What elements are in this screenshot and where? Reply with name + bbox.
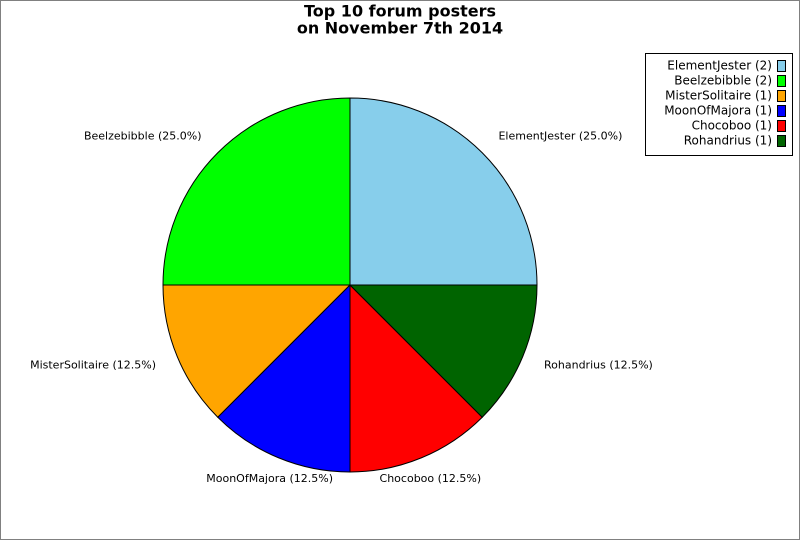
pie-slice: [217, 283, 351, 473]
legend-label: MisterSolitaire (1): [665, 89, 772, 103]
legend-label: MoonOfMajora (1): [664, 104, 772, 118]
legend-swatch: [777, 60, 786, 72]
chart-subtitle: on November 7th 2014: [297, 19, 503, 38]
chart-title: Top 10 forum posters: [304, 2, 496, 21]
pie-slice: [349, 283, 483, 473]
legend-label: ElementJester (2): [667, 59, 772, 73]
slice-label: Chocoboo (12.5%): [380, 472, 482, 485]
slice-label: ElementJester (25.0%): [498, 130, 622, 143]
legend-swatch: [777, 90, 786, 102]
legend-label: Rohandrius (1): [684, 134, 772, 148]
legend-label: Beelzebibble (2): [674, 74, 772, 88]
pie-slice: [162, 97, 351, 286]
pie-slice: [349, 97, 538, 286]
legend-label: Chocoboo (1): [692, 119, 772, 133]
slice-label: Beelzebibble (25.0%): [84, 130, 202, 143]
slice-label: Rohandrius (12.5%): [544, 358, 653, 371]
legend-swatch: [777, 135, 786, 147]
legend-swatch: [777, 105, 786, 117]
legend-swatch: [777, 120, 786, 132]
slice-label: MisterSolitaire (12.5%): [30, 358, 156, 371]
slice-label: MoonOfMajora (12.5%): [206, 472, 333, 485]
legend-box: [645, 53, 793, 156]
pie-slice: [162, 284, 352, 418]
legend-swatch: [777, 75, 786, 87]
pie-slice: [348, 284, 538, 418]
